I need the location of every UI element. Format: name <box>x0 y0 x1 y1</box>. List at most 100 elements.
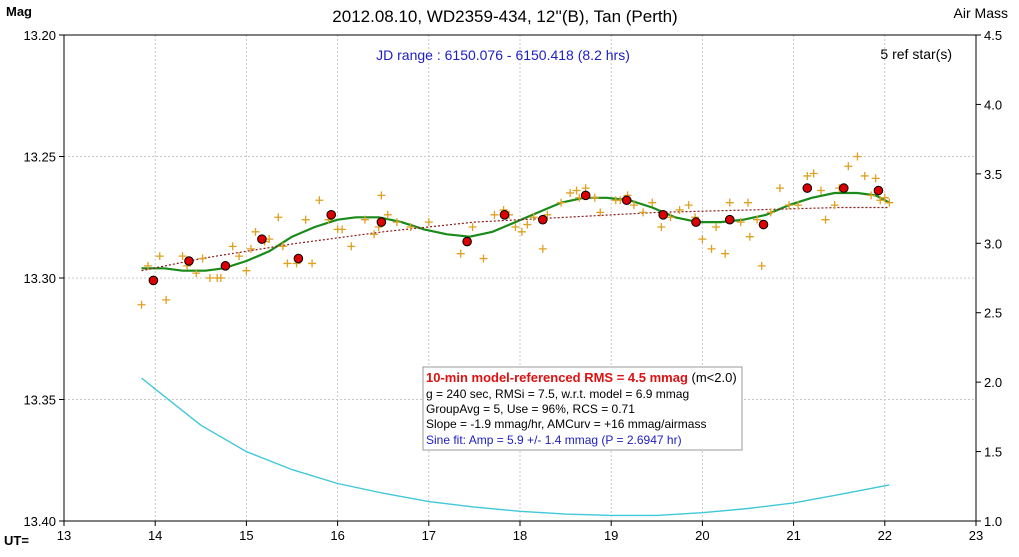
y-tick-label: 13.25 <box>23 150 56 165</box>
plus-marker <box>347 242 356 251</box>
group-average-point <box>257 234 267 244</box>
plus-marker <box>712 222 721 231</box>
plus-marker <box>242 266 251 275</box>
plus-marker <box>246 244 255 253</box>
plus-marker <box>675 205 684 214</box>
plus-marker <box>424 218 433 227</box>
stats-line-1: 10-min model-referenced RMS = 4.5 mmag (… <box>426 370 737 385</box>
plus-marker <box>596 208 605 217</box>
plus-marker <box>216 274 225 282</box>
plus-marker <box>753 215 762 224</box>
airmass-curve <box>141 377 890 517</box>
stats-line-5: Sine fit: Amp = 5.9 +/- 1.4 mmag (P = 2.… <box>426 433 682 447</box>
plus-marker <box>517 227 526 236</box>
x-tick-label: 21 <box>786 528 800 543</box>
model-fit-curve <box>141 191 890 272</box>
plus-marker <box>745 232 754 241</box>
plus-marker <box>456 249 465 258</box>
group-average-point <box>691 217 701 227</box>
group-average-point <box>724 214 735 225</box>
plus-marker <box>283 259 292 268</box>
plus-marker <box>684 201 693 210</box>
x-tick-label: 23 <box>969 528 983 543</box>
plus-marker <box>830 201 839 210</box>
plus-marker <box>162 295 171 304</box>
plus-marker <box>785 201 794 210</box>
plus-marker <box>871 174 880 183</box>
plus-marker <box>274 213 283 222</box>
plus-marker <box>885 198 894 207</box>
plus-marker <box>590 193 599 202</box>
x-tick-label: 22 <box>878 528 892 543</box>
plus-marker <box>235 252 244 261</box>
data-points <box>137 152 894 309</box>
plus-marker <box>529 213 538 222</box>
plus-marker <box>725 198 734 207</box>
plot-frame <box>63 34 977 522</box>
rms-summary: 10-min model-referenced RMS = 4.5 mmag <box>426 370 688 385</box>
y2-tick-label: 2.0 <box>984 375 1002 390</box>
x-tick-label: 19 <box>604 528 618 543</box>
plus-marker <box>744 198 752 207</box>
plus-marker <box>657 222 666 231</box>
axes: 13 14 15 16 17 18 19 20 21 22 23 13.20 13.25 13.30 13.… <box>23 28 1002 543</box>
plus-marker <box>639 208 648 217</box>
y-tick-label: 13.30 <box>23 271 56 286</box>
plus-marker <box>821 215 830 224</box>
plus-marker <box>648 198 657 207</box>
group-average-point <box>758 219 769 230</box>
ref-stars-label: 5 ref star(s) <box>880 46 952 62</box>
plus-marker <box>383 210 392 219</box>
plus-marker <box>143 261 152 270</box>
plus-marker <box>479 254 488 263</box>
y2-tick-label: 1.0 <box>984 514 1002 529</box>
plus-marker <box>853 152 862 161</box>
y2-tick-label: 4.5 <box>984 28 1002 43</box>
plus-marker <box>816 186 825 195</box>
y2-tick-label: 3.0 <box>984 236 1002 251</box>
plus-marker <box>468 222 477 231</box>
group-average-point <box>838 183 849 193</box>
plus-marker <box>205 274 214 282</box>
curves <box>141 191 890 517</box>
group-average-point <box>184 256 194 266</box>
plus-marker <box>880 193 889 202</box>
plus-marker <box>178 252 187 261</box>
plus-marker <box>860 171 869 180</box>
rms-limit: (m<2.0) <box>688 370 737 385</box>
group-average-point <box>802 183 813 193</box>
group-average-point <box>873 185 884 196</box>
plus-marker <box>490 210 499 219</box>
x-tick-label: 17 <box>422 528 436 543</box>
group-average-point <box>658 210 668 220</box>
group-average-point <box>326 210 337 220</box>
plus-marker <box>511 222 520 231</box>
plus-marker <box>198 254 207 263</box>
trend-line <box>141 206 890 272</box>
group-average-point <box>621 195 632 206</box>
group-average-point <box>376 217 387 227</box>
plus-marker <box>844 162 853 171</box>
plus-marker <box>557 198 566 207</box>
y-tick-label: 13.40 <box>23 514 56 529</box>
plus-marker <box>876 196 885 205</box>
plus-marker <box>666 213 675 222</box>
group-average-point <box>293 253 304 264</box>
jd-range-label: JD range : 6150.076 - 6150.418 (8.2 hrs) <box>376 47 630 63</box>
group-average-point <box>220 261 231 271</box>
group-average-point <box>499 210 510 220</box>
stats-box: 10-min model-referenced RMS = 4.5 mmag (… <box>422 366 743 451</box>
stats-line-2: g = 240 sec, RMSi = 7.5, w.r.t. model = … <box>426 387 689 401</box>
plus-marker <box>251 227 260 236</box>
plus-marker <box>370 230 379 239</box>
y2-tick-label: 4.0 <box>984 97 1002 112</box>
group-average-point <box>148 275 159 286</box>
plus-marker <box>794 201 803 210</box>
plus-marker <box>523 220 532 229</box>
x-tick-label: 14 <box>148 528 162 543</box>
y-tick-label: 13.35 <box>23 393 56 408</box>
plus-marker <box>630 201 638 210</box>
group-average-point <box>580 190 591 201</box>
y2-tick-label: 3.5 <box>984 167 1002 182</box>
plus-marker <box>698 235 707 244</box>
